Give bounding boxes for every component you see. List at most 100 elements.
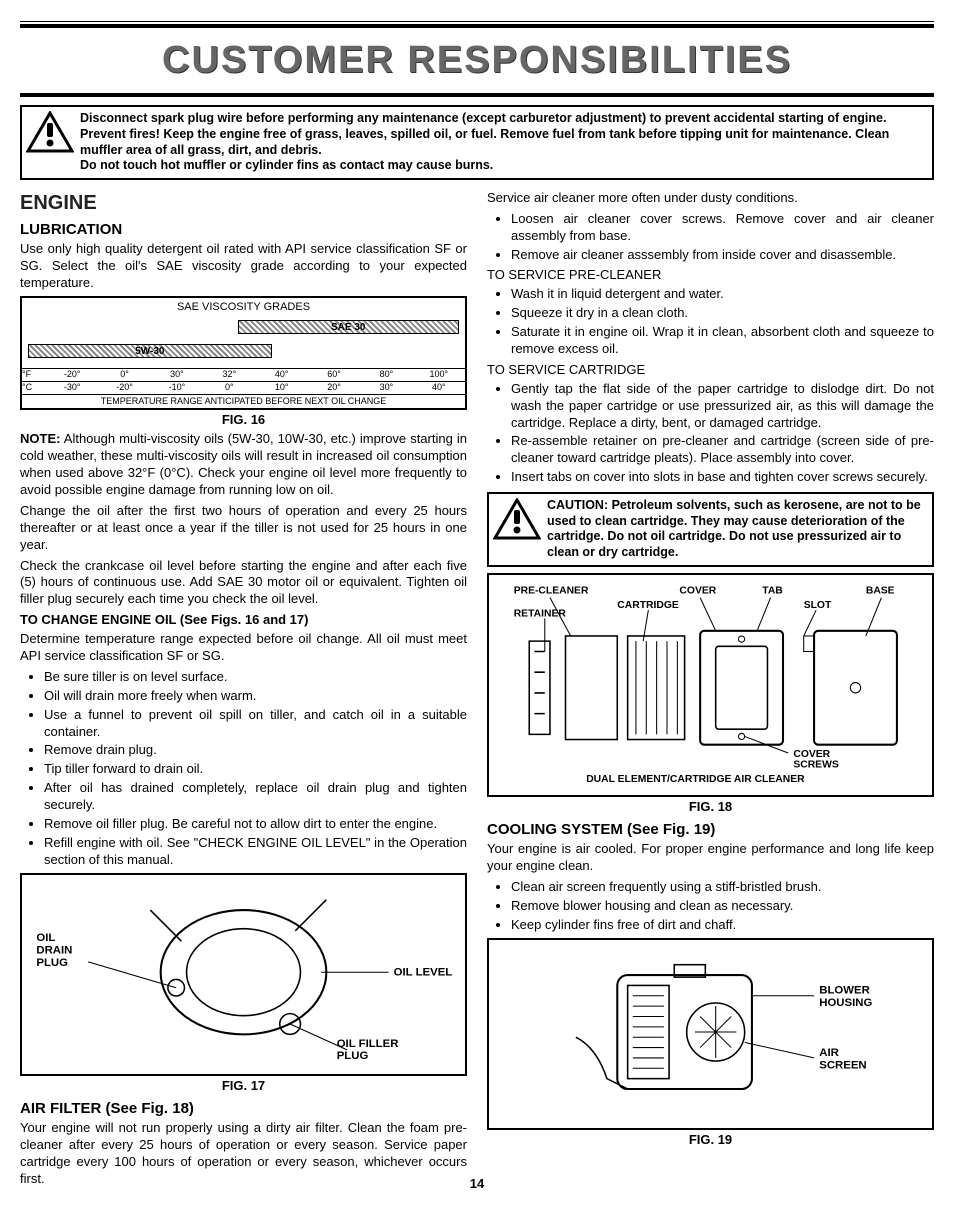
note-paragraph: NOTE: Although multi-viscosity oils (5W-…: [20, 431, 467, 499]
heading-pre-cleaner: TO SERVICE PRE-CLEANER: [487, 267, 934, 284]
viscosity-chart: SAE VISCOSITY GRADES SAE 30 5W-30 °F -20…: [20, 296, 467, 410]
viscosity-header: SAE VISCOSITY GRADES: [22, 298, 465, 316]
f-tick: 30°: [151, 369, 203, 381]
f-tick: 80°: [360, 369, 412, 381]
svg-text:SCREWS: SCREWS: [793, 759, 839, 770]
pre-cleaner-list: Wash it in liquid detergent and water. S…: [487, 286, 934, 358]
rule-under-title: [20, 93, 934, 97]
cooling-paragraph: Your engine is air cooled. For proper en…: [487, 841, 934, 875]
fig19-caption: FIG. 19: [487, 1132, 934, 1149]
svg-text:BASE: BASE: [866, 585, 895, 596]
page-title: CUSTOMER RESPONSIBILITIES: [20, 36, 934, 85]
svg-text:TAB: TAB: [762, 585, 783, 596]
change-interval-paragraph: Change the oil after the first two hours…: [20, 503, 467, 554]
c-tick: 10°: [256, 382, 308, 394]
svg-text:PRE-CLEANER: PRE-CLEANER: [514, 585, 589, 596]
cooling-list: Clean air screen frequently using a stif…: [487, 879, 934, 934]
c-tick: -20°: [98, 382, 150, 394]
viscosity-footer: TEMPERATURE RANGE ANTICIPATED BEFORE NEX…: [22, 394, 465, 409]
list-item: Squeeze it dry in a clean cloth.: [511, 305, 934, 322]
list-item: Remove drain plug.: [44, 742, 467, 759]
right-column: Service air cleaner more often under dus…: [487, 188, 934, 1192]
viscosity-f-row: °F -20° 0° 30° 32° 40° 60° 80° 100°: [22, 368, 465, 381]
c-label: °C: [22, 382, 46, 394]
rule-top-thick: [20, 24, 934, 28]
list-item: Gently tap the flat side of the paper ca…: [511, 381, 934, 432]
list-item: Saturate it in engine oil. Wrap it in cl…: [511, 324, 934, 358]
list-item: Keep cylinder fins free of dirt and chaf…: [511, 917, 934, 934]
service-conditions-paragraph: Service air cleaner more often under dus…: [487, 190, 934, 207]
fig17-svg: OIL DRAIN PLUG OIL LEVEL OIL FILLER PLUG: [26, 879, 461, 1065]
f-tick: -20°: [46, 369, 98, 381]
f-tick: 0°: [98, 369, 150, 381]
c-tick: 0°: [203, 382, 255, 394]
svg-text:PLUG: PLUG: [36, 957, 68, 969]
svg-text:SCREEN: SCREEN: [819, 1059, 866, 1071]
heading-engine: ENGINE: [20, 190, 467, 216]
caution-icon: [493, 498, 541, 540]
list-item: Loosen air cleaner cover screws. Remove …: [511, 211, 934, 245]
svg-text:DUAL ELEMENT/CARTRIDGE AIR CLE: DUAL ELEMENT/CARTRIDGE AIR CLEANER: [586, 774, 805, 785]
bar-5w30: 5W-30: [28, 344, 272, 358]
fig18-svg: PRE-CLEANER COVER TAB BASE RETAINER CART…: [493, 579, 928, 786]
svg-text:OIL: OIL: [36, 932, 55, 944]
list-item: Re-assemble retainer on pre-cleaner and …: [511, 433, 934, 467]
svg-text:PLUG: PLUG: [337, 1050, 369, 1062]
c-tick: 30°: [360, 382, 412, 394]
lubrication-paragraph: Use only high quality detergent oil rate…: [20, 241, 467, 292]
svg-text:COVER: COVER: [679, 585, 716, 596]
list-item: Remove air cleaner asssembly from inside…: [511, 247, 934, 264]
f-tick: 40°: [256, 369, 308, 381]
fig18-diagram: PRE-CLEANER COVER TAB BASE RETAINER CART…: [487, 573, 934, 797]
top-warning-box: Disconnect spark plug wire before perfor…: [20, 105, 934, 180]
svg-text:SLOT: SLOT: [804, 600, 832, 611]
list-item: Remove oil filler plug. Be careful not t…: [44, 816, 467, 833]
list-item: Tip tiller forward to drain oil.: [44, 761, 467, 778]
heading-air-filter: AIR FILTER (See Fig. 18): [20, 1099, 467, 1119]
bar-sae30: SAE 30: [238, 320, 460, 334]
warning-icon: [26, 111, 74, 153]
f-label: °F: [22, 369, 46, 381]
list-item: Use a funnel to prevent oil spill on til…: [44, 707, 467, 741]
service-list: Loosen air cleaner cover screws. Remove …: [487, 211, 934, 264]
svg-text:CARTRIDGE: CARTRIDGE: [617, 600, 679, 611]
fig19-diagram: BLOWER HOUSING AIR SCREEN: [487, 938, 934, 1131]
caution-box: CAUTION: Petroleum solvents, such as ker…: [487, 492, 934, 567]
c-tick: 40°: [413, 382, 465, 394]
c-ticks: -30° -20° -10° 0° 10° 20° 30° 40°: [46, 382, 465, 394]
top-warning-text: Disconnect spark plug wire before perfor…: [80, 111, 928, 174]
svg-text:BLOWER: BLOWER: [819, 984, 870, 996]
svg-text:DRAIN: DRAIN: [36, 944, 72, 956]
rule-top-thin: [20, 21, 934, 22]
list-item: Remove blower housing and clean as neces…: [511, 898, 934, 915]
list-item: Refill engine with oil. See "CHECK ENGIN…: [44, 835, 467, 869]
heading-cartridge: TO SERVICE CARTRIDGE: [487, 362, 934, 379]
check-crankcase-paragraph: Check the crankcase oil level before sta…: [20, 558, 467, 609]
list-item: Wash it in liquid detergent and water.: [511, 286, 934, 303]
caution-text: CAUTION: Petroleum solvents, such as ker…: [547, 498, 928, 561]
fig19-svg: BLOWER HOUSING AIR SCREEN: [493, 944, 928, 1120]
c-tick: -30°: [46, 382, 98, 394]
determine-temp-paragraph: Determine temperature range expected bef…: [20, 631, 467, 665]
cartridge-list: Gently tap the flat side of the paper ca…: [487, 381, 934, 486]
warning-line-3: Do not touch hot muffler or cylinder fin…: [80, 158, 493, 172]
warning-line-2: Prevent fires! Keep the engine free of g…: [80, 127, 889, 157]
list-item: Clean air screen frequently using a stif…: [511, 879, 934, 896]
warning-line-1: Disconnect spark plug wire before perfor…: [80, 111, 886, 125]
viscosity-bars: SAE 30 5W-30: [22, 316, 465, 368]
change-oil-list: Be sure tiller is on level surface. Oil …: [20, 669, 467, 869]
list-item: Be sure tiller is on level surface.: [44, 669, 467, 686]
list-item: After oil has drained completely, replac…: [44, 780, 467, 814]
svg-text:COVER: COVER: [793, 749, 830, 760]
c-tick: -10°: [151, 382, 203, 394]
svg-text:AIR: AIR: [819, 1046, 839, 1058]
list-item: Insert tabs on cover into slots in base …: [511, 469, 934, 486]
f-tick: 100°: [413, 369, 465, 381]
note-text: Although multi-viscosity oils (5W-30, 10…: [20, 431, 467, 497]
fig16-caption: FIG. 16: [20, 412, 467, 429]
heading-change-oil: TO CHANGE ENGINE OIL (See Figs. 16 and 1…: [20, 612, 467, 629]
svg-text:OIL LEVEL: OIL LEVEL: [394, 966, 453, 978]
fig17-caption: FIG. 17: [20, 1078, 467, 1095]
list-item: Oil will drain more freely when warm.: [44, 688, 467, 705]
left-column: ENGINE LUBRICATION Use only high quality…: [20, 188, 467, 1192]
